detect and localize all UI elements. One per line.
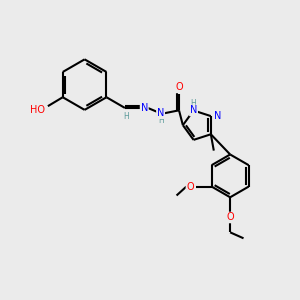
Text: HO: HO	[30, 105, 45, 115]
Text: N: N	[141, 103, 148, 113]
Text: H: H	[191, 99, 197, 108]
Text: H: H	[123, 112, 129, 121]
Text: O: O	[175, 82, 183, 92]
Text: N: N	[214, 111, 221, 121]
Text: N: N	[190, 106, 197, 116]
Text: H: H	[158, 116, 164, 124]
Text: O: O	[186, 182, 194, 192]
Text: N: N	[157, 108, 164, 118]
Text: O: O	[226, 212, 234, 223]
